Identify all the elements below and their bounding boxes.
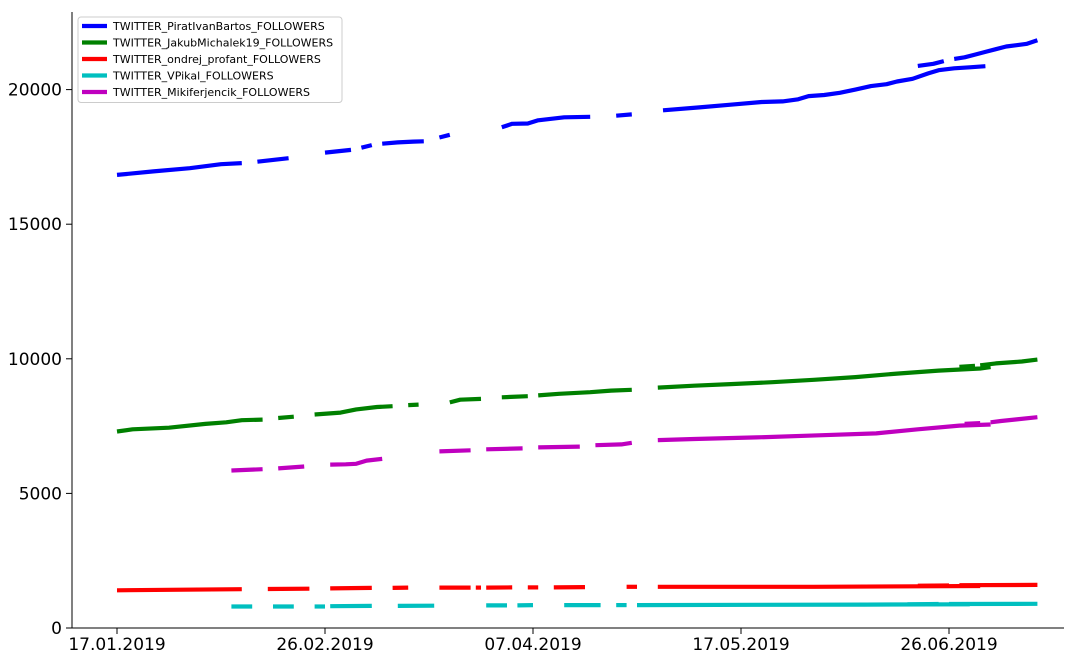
legend-entry-label: TWITTER_JakubMichalek19_FOLLOWERS: [112, 37, 333, 50]
series-1-segment-1: [278, 414, 294, 421]
series-2-segment-0: [116, 587, 242, 593]
legend-box: [77, 16, 343, 103]
y-tick-label: 20000: [8, 81, 62, 101]
series-1-segment-9: [979, 357, 1038, 368]
series-4-segment-3: [439, 448, 471, 454]
axes: [71, 12, 1064, 629]
series-4: [231, 415, 1038, 473]
series-0-segment-9: [917, 59, 945, 68]
axis-ticks: 0 5000 10000 15000 20000 17.01.2019 26.02.2019…: [8, 81, 998, 655]
y-tick-label: 10000: [8, 350, 62, 370]
series-0-segment-8: [662, 64, 986, 113]
series-0-segment-5: [438, 132, 451, 140]
series-4-segment-6: [595, 440, 633, 448]
series-1-segment-2: [314, 404, 393, 417]
legend-entry-label: TWITTER_PiratIvanBartos_FOLLOWERS: [112, 20, 325, 33]
series-0-segment-3: [360, 143, 373, 150]
series-0: [116, 38, 1039, 177]
series-0-segment-0: [116, 161, 242, 177]
x-tick-label: 26.06.2019: [900, 635, 997, 655]
series-3: [231, 601, 1038, 609]
x-tick-label: 17.05.2019: [692, 635, 789, 655]
series-4-segment-9: [990, 415, 1038, 425]
series-1-segment-5: [501, 394, 528, 400]
series-4-segment-1: [278, 464, 305, 471]
x-tick-label: 17.01.2019: [68, 635, 165, 655]
legend-entry-label: TWITTER_VPikal_FOLLOWERS: [112, 70, 274, 83]
series-lines: [116, 38, 1039, 609]
series-0-segment-10: [953, 38, 1039, 61]
y-tick-label: 0: [51, 619, 62, 639]
series-4-segment-4: [486, 446, 523, 452]
series-0-segment-1: [257, 156, 289, 164]
series-0-segment-2: [324, 147, 352, 155]
x-tick-label: 26.02.2019: [276, 635, 373, 655]
series-1-segment-8: [959, 363, 976, 369]
series-0-segment-6: [501, 114, 591, 130]
series-2-segment-2: [330, 585, 372, 591]
legend-entry-label: TWITTER_ondrej_profant_FOLLOWERS: [112, 53, 321, 66]
series-4-segment-5: [538, 444, 580, 450]
series-4-segment-2: [330, 456, 383, 467]
series-0-segment-7: [616, 112, 632, 118]
series-0-segment-4: [382, 139, 424, 146]
series-1-segment-6: [538, 387, 632, 398]
series-1-segment-7: [657, 365, 991, 390]
y-tick-label: 15000: [8, 215, 62, 235]
series-4-segment-7: [657, 422, 991, 443]
legend: TWITTER_PiratIvanBartos_FOLLOWERS TWITTER…: [77, 16, 343, 103]
series-2: [116, 582, 1038, 593]
series-1: [116, 357, 1038, 434]
legend-entry-label: TWITTER_Mikiferjencik_FOLLOWERS: [112, 86, 310, 99]
series-1-segment-3: [408, 402, 419, 408]
series-4-segment-0: [231, 467, 263, 473]
y-tick-label: 5000: [19, 484, 62, 504]
series-1-segment-4: [449, 396, 482, 405]
x-tick-label: 07.04.2019: [484, 635, 581, 655]
series-4-segment-8: [964, 421, 981, 426]
series-1-segment-0: [116, 417, 263, 434]
